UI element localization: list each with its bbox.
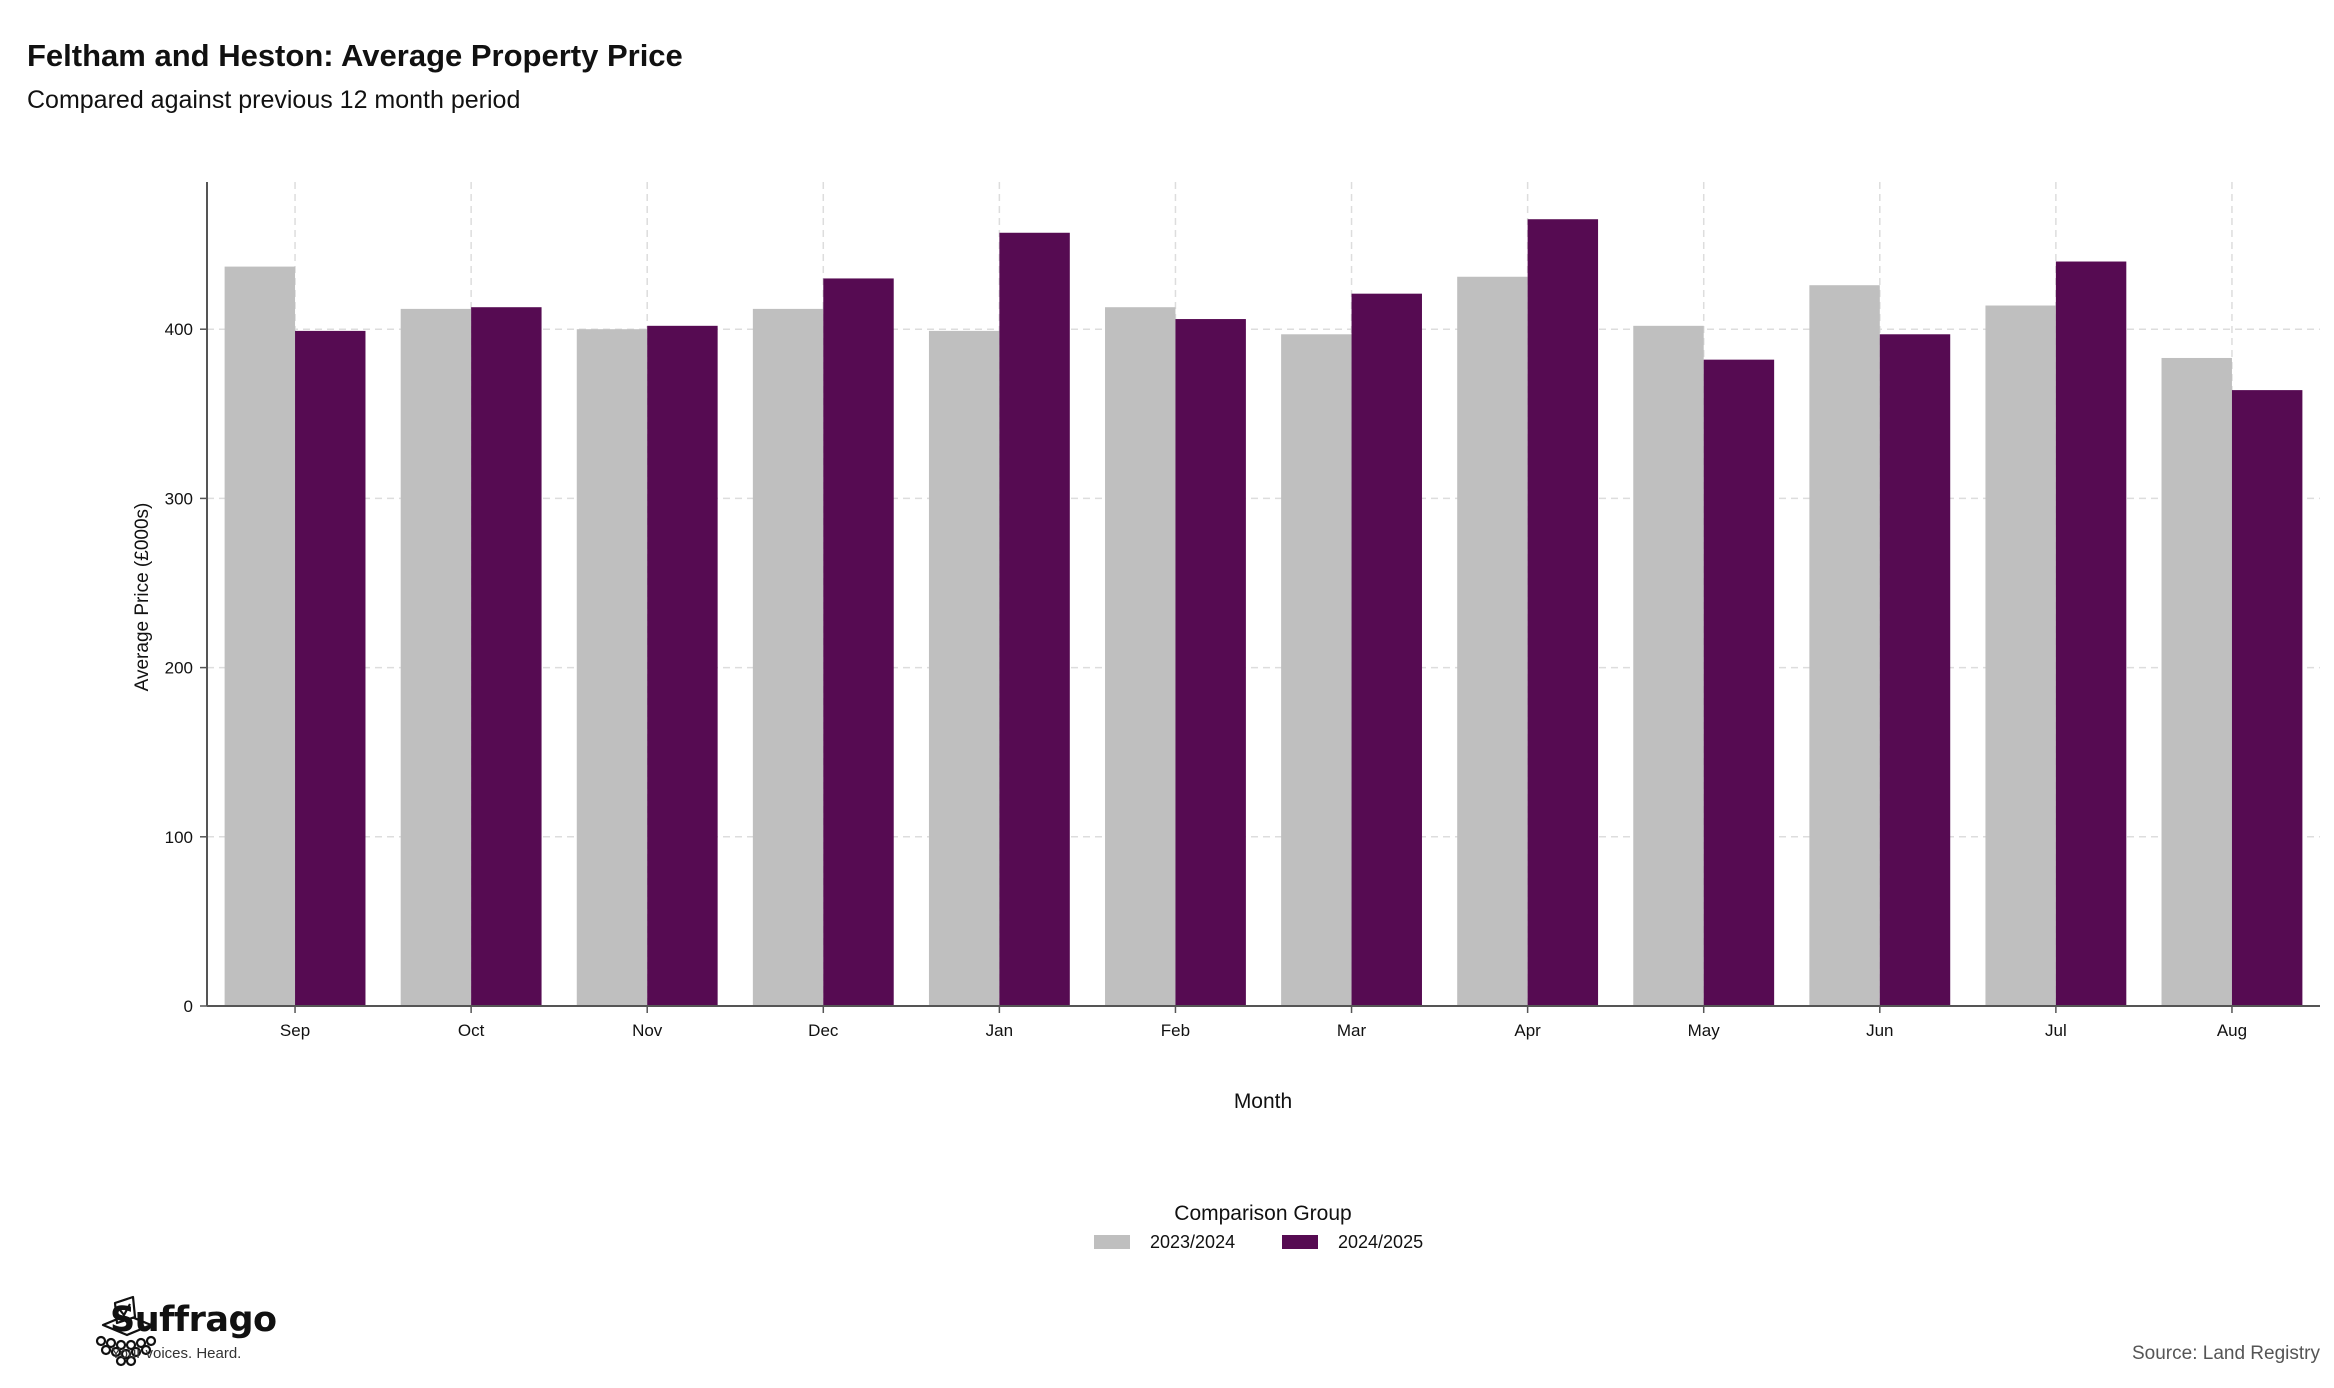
legend-swatch bbox=[1094, 1235, 1130, 1249]
brand-name: Suffrago bbox=[110, 1300, 277, 1340]
bar-2023-2024-sep bbox=[224, 266, 296, 1006]
bar-2024-2025-feb bbox=[1175, 319, 1246, 1006]
x-tick-label: Mar bbox=[1337, 1021, 1367, 1040]
legend-title: Comparison Group bbox=[1174, 1202, 1351, 1225]
legend: Comparison Group 2023/2024 2024/2025 bbox=[1094, 1202, 1423, 1252]
tick-labels: 0 100 200 300 400 Sep Oct Nov Dec Jan Feb Mar Apr May… bbox=[165, 320, 2247, 1040]
legend-swatch bbox=[1282, 1235, 1318, 1249]
axes bbox=[200, 182, 2320, 1013]
x-tick-label: Apr bbox=[1514, 1021, 1541, 1040]
x-tick-label: Dec bbox=[808, 1021, 839, 1040]
bar-2024-2025-sep bbox=[295, 330, 366, 1006]
bar-2023-2024-mar bbox=[1281, 334, 1352, 1006]
bar-2023-2024-aug bbox=[2161, 357, 2232, 1006]
bar-2023-2024-feb bbox=[1105, 307, 1176, 1006]
bar-2024-2025-apr bbox=[1527, 219, 1599, 1006]
bar-2024-2025-dec bbox=[823, 278, 894, 1006]
bar-2023-2024-jan bbox=[928, 330, 1000, 1006]
bar-2023-2024-jul bbox=[1985, 305, 2056, 1007]
x-tick-label: Oct bbox=[458, 1021, 485, 1040]
x-tick-label: Jun bbox=[1866, 1021, 1893, 1040]
chart-subtitle: Compared against previous 12 month perio… bbox=[27, 86, 521, 114]
bar-2024-2025-nov bbox=[647, 325, 718, 1006]
bar-2023-2024-dec bbox=[752, 308, 824, 1006]
y-tick-label: 300 bbox=[165, 489, 193, 508]
x-tick-label: Jan bbox=[986, 1021, 1013, 1040]
x-tick-label: Jul bbox=[2045, 1021, 2067, 1040]
bar-2024-2025-jul bbox=[2055, 261, 2127, 1006]
legend-label: 2023/2024 bbox=[1150, 1232, 1235, 1252]
bar-2024-2025-aug bbox=[2231, 390, 2303, 1006]
x-tick-label: May bbox=[1688, 1021, 1721, 1040]
bar-2023-2024-apr bbox=[1457, 276, 1528, 1006]
x-tick-label: Feb bbox=[1161, 1021, 1190, 1040]
x-axis-title: Month bbox=[1234, 1090, 1292, 1113]
y-tick-label: 0 bbox=[184, 997, 193, 1016]
y-axis-title: Average Price (£000s) bbox=[132, 503, 153, 692]
bar-2024-2025-jun bbox=[1879, 334, 1951, 1006]
bar-2024-2025-mar bbox=[1351, 293, 1422, 1006]
x-tick-label: Nov bbox=[632, 1021, 663, 1040]
bar-2024-2025-may bbox=[1703, 359, 1775, 1006]
bar-2023-2024-jun bbox=[1809, 285, 1880, 1006]
ballot-box-icon bbox=[95, 1295, 157, 1367]
bar-2024-2025-oct bbox=[471, 307, 542, 1006]
bar-2023-2024-nov bbox=[576, 329, 648, 1007]
source-note: Source: Land Registry bbox=[2132, 1343, 2320, 1364]
y-tick-label: 100 bbox=[165, 828, 193, 847]
legend-label: 2024/2025 bbox=[1338, 1232, 1423, 1252]
bar-2023-2024-may bbox=[1633, 325, 1704, 1006]
bar-2024-2025-jan bbox=[999, 232, 1070, 1006]
bar-2023-2024-oct bbox=[400, 308, 472, 1006]
chart-title: Feltham and Heston: Average Property Pri… bbox=[27, 38, 683, 73]
brand-tagline: Your voices. Heard. bbox=[111, 1345, 242, 1362]
x-tick-label: Aug bbox=[2217, 1021, 2247, 1040]
y-tick-label: 400 bbox=[165, 320, 193, 339]
x-tick-label: Sep bbox=[280, 1021, 310, 1040]
y-tick-label: 200 bbox=[165, 659, 193, 678]
bars bbox=[224, 219, 2303, 1007]
